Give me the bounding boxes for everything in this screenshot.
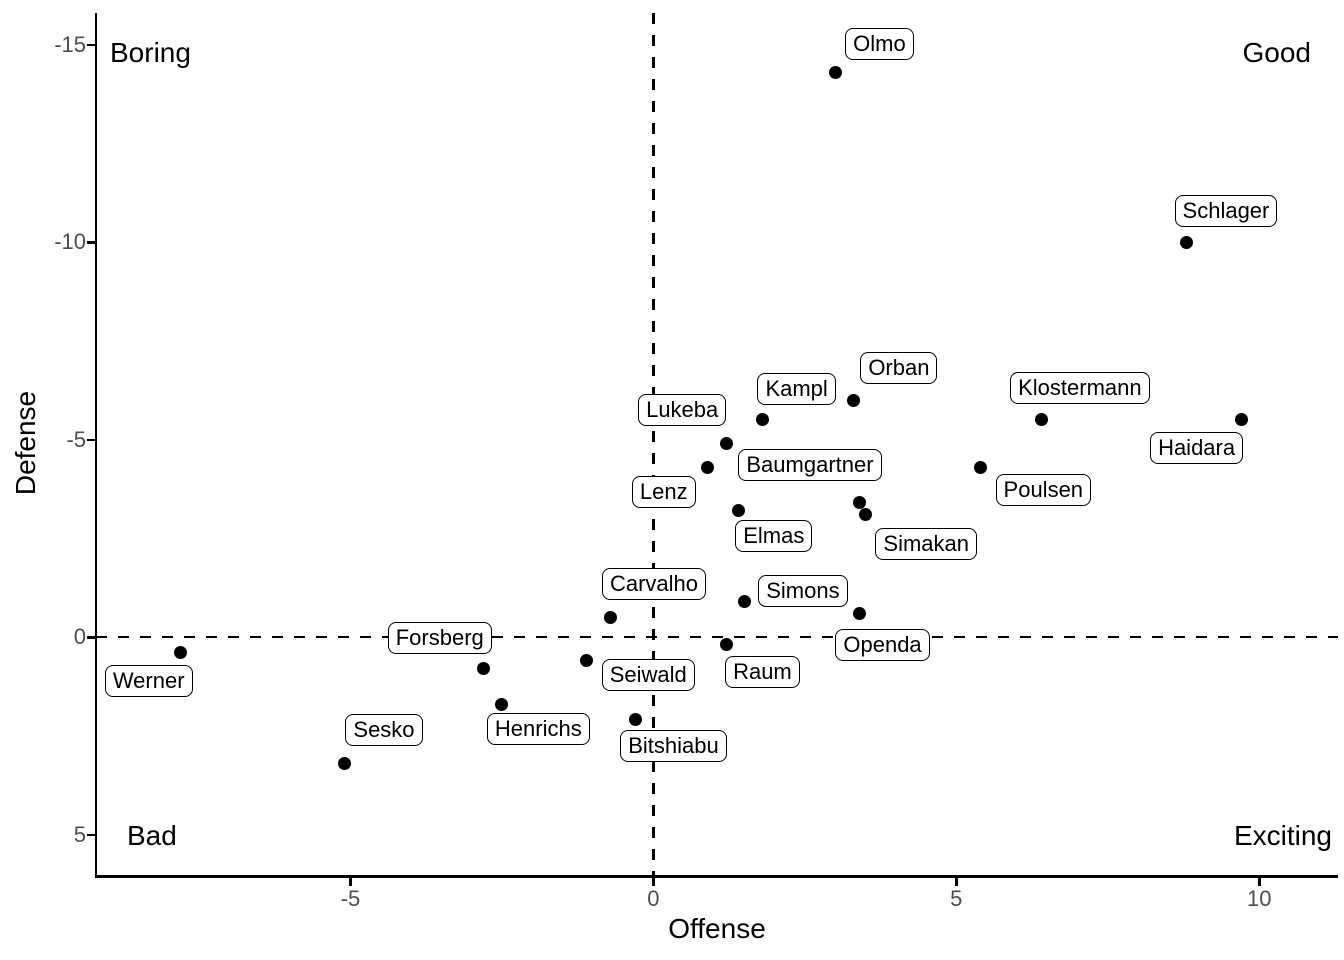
data-point-carvalho <box>604 610 618 624</box>
y-tick-mark <box>86 241 95 244</box>
data-point-simakan <box>858 508 872 522</box>
x-tick-label: 10 <box>1246 886 1272 911</box>
y-tick-label: 5 <box>73 821 86 847</box>
data-point-raum <box>719 638 733 652</box>
y-tick-label: -15 <box>54 31 86 57</box>
y-tick-label: -5 <box>66 426 86 452</box>
player-label-raum: Raum <box>725 655 800 688</box>
y-tick-mark <box>86 43 95 47</box>
data-point-openda <box>852 606 866 620</box>
player-label-forsberg: Forsberg <box>387 621 492 654</box>
data-point-orban <box>846 393 860 407</box>
data-point-elmas <box>731 504 745 518</box>
data-point-bitshiabu <box>628 713 642 727</box>
player-label-haidara: Haidara <box>1150 431 1244 464</box>
x-tick-label: 5 <box>950 886 963 911</box>
player-label-simakan: Simakan <box>875 527 978 560</box>
player-label-openda: Openda <box>835 629 930 662</box>
player-label-lukeba: Lukeba <box>638 393 727 426</box>
quadrant-label-bad: Bad <box>127 820 177 851</box>
player-label-kampl: Kampl <box>757 372 836 405</box>
data-point-poulsen <box>974 460 988 474</box>
x-tick-label: -5 <box>340 886 361 911</box>
player-label-carvalho: Carvalho <box>601 568 707 601</box>
player-label-elmas: Elmas <box>735 519 813 552</box>
x-tick-mark <box>349 877 352 886</box>
player-label-henrichs: Henrichs <box>486 713 590 746</box>
data-point-seiwald <box>580 654 594 668</box>
data-point-klostermann <box>1034 413 1048 427</box>
player-label-orban: Orban <box>860 352 938 385</box>
zero-offense-dashed-line <box>652 13 655 876</box>
zero-defense-dashed-line <box>96 636 1338 639</box>
x-tick-mark <box>652 877 655 886</box>
x-tick-mark <box>955 877 958 886</box>
player-label-baumgartner: Baumgartner <box>738 448 882 481</box>
data-point-haidara <box>1234 413 1248 427</box>
quadrant-label-good: Good <box>1242 37 1312 68</box>
y-tick-mark <box>86 636 95 639</box>
x-tick-mark <box>1258 877 1261 886</box>
data-point-olmo <box>828 65 842 79</box>
y-tick-mark <box>86 438 95 442</box>
y-tick-label: 0 <box>73 624 86 650</box>
data-point-lenz <box>701 460 715 474</box>
player-label-schlager: Schlager <box>1174 195 1278 228</box>
x-axis-line <box>94 875 1338 878</box>
y-tick-label: -10 <box>54 229 86 255</box>
quadrant-label-boring: Boring <box>110 37 191 68</box>
data-point-sesko <box>337 756 351 770</box>
x-axis-title: Offense <box>668 913 766 944</box>
y-axis-line <box>94 13 97 878</box>
data-point-simons <box>737 594 751 608</box>
quadrant-label-exciting: Exciting <box>1233 820 1332 851</box>
x-tick-label: 0 <box>647 886 660 911</box>
data-point-baumgartner <box>852 496 866 510</box>
data-point-forsberg <box>477 662 491 676</box>
player-label-werner: Werner <box>104 664 193 697</box>
player-label-seiwald: Seiwald <box>601 658 695 691</box>
y-tick-mark <box>86 833 95 837</box>
player-label-klostermann: Klostermann <box>1010 371 1150 404</box>
data-point-lukeba <box>719 437 733 450</box>
player-label-simons: Simons <box>758 575 848 608</box>
data-point-kampl <box>755 413 769 427</box>
player-label-olmo: Olmo <box>845 28 914 61</box>
player-label-sesko: Sesko <box>345 714 423 747</box>
player-label-bitshiabu: Bitshiabu <box>620 729 727 762</box>
data-point-werner <box>174 646 188 660</box>
data-point-henrichs <box>495 697 509 711</box>
data-point-schlager <box>1180 235 1194 249</box>
player-label-poulsen: Poulsen <box>995 474 1092 507</box>
player-label-lenz: Lenz <box>631 476 696 509</box>
